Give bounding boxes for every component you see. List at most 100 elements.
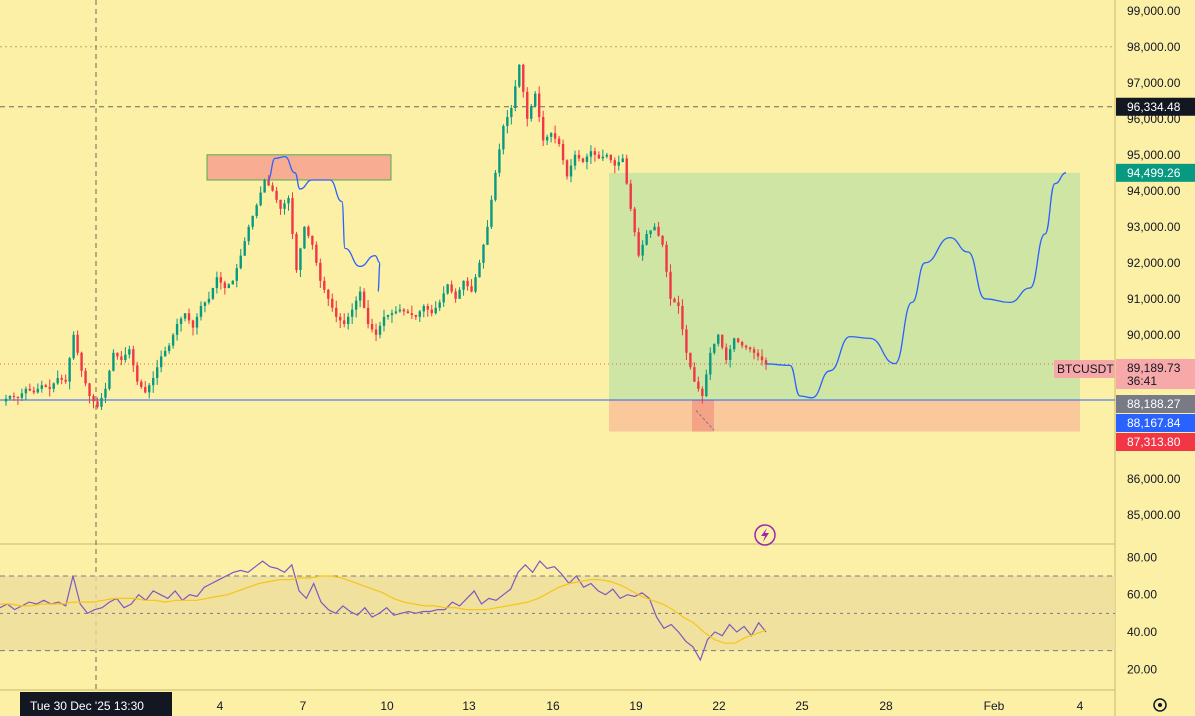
rsi-ma-line[interactable]: [0, 575, 767, 644]
candle-body: [434, 307, 437, 314]
candle-body: [705, 374, 708, 396]
candle-body: [577, 154, 581, 159]
price-pane[interactable]: [0, 0, 1116, 716]
candle-body: [518, 64, 521, 87]
candle-body: [167, 345, 171, 351]
price-tick-label: 94,000.00: [1127, 184, 1181, 198]
candle-body: [339, 316, 342, 321]
candle-body: [430, 309, 433, 314]
candle-body: [685, 329, 688, 353]
candle-body: [442, 293, 445, 303]
projection-path[interactable]: [765, 172, 1067, 399]
candle-body: [446, 284, 449, 294]
price-label-badge[interactable]: [1116, 359, 1195, 389]
candle-body: [526, 91, 529, 119]
candle-body: [287, 198, 290, 204]
candle-body: [474, 277, 477, 292]
candle-body: [48, 387, 51, 389]
candle-body: [689, 352, 692, 368]
candle-body: [450, 284, 453, 292]
candle-body: [394, 311, 398, 314]
entry-arrow: [695, 410, 715, 431]
candle-body: [227, 284, 231, 288]
lightning-icon: [761, 528, 769, 542]
candle-body: [231, 280, 234, 285]
candle-body: [760, 356, 764, 361]
candle-body: [295, 234, 298, 270]
candle-body: [549, 133, 553, 137]
price-tick-label: 95,000.00: [1127, 148, 1181, 162]
candle-body: [275, 190, 278, 200]
rsi-tick-label: 60.00: [1127, 588, 1157, 602]
candle-body: [633, 208, 636, 233]
settings-button[interactable]: [1153, 698, 1167, 712]
candle-body: [561, 144, 565, 161]
candle-body: [386, 315, 390, 317]
candle-body: [665, 244, 668, 272]
candle-body: [132, 349, 135, 366]
candle-body: [657, 226, 660, 236]
candle-body: [319, 262, 322, 281]
price-label-badge[interactable]: [1116, 97, 1195, 116]
time-axis[interactable]: 4 7 10 13 16 19 22 25 28 Feb 4 Tue 30 Dec '25 13:30: [20, 692, 1084, 716]
price-tick-label: 85,000.00: [1127, 508, 1181, 522]
flash-button[interactable]: [754, 524, 776, 546]
price-label-value: 89,189.73: [1127, 361, 1181, 375]
candle-body: [541, 117, 545, 141]
price-tick-label: 99,000.00: [1127, 4, 1181, 18]
candle-body: [267, 180, 270, 186]
stop-zone[interactable]: [609, 400, 1080, 432]
price-label-value: 88,167.84: [1127, 416, 1181, 430]
candle-body: [223, 282, 227, 288]
time-tick-label: 4: [1077, 699, 1084, 713]
candle-body: [748, 347, 752, 350]
candle-body: [426, 306, 429, 310]
candle-body: [307, 226, 310, 236]
candle-body: [271, 185, 274, 191]
candle-body: [530, 106, 533, 119]
candle-body: [629, 183, 632, 209]
time-tick-label: 25: [795, 699, 809, 713]
candle-body: [649, 230, 652, 234]
rsi-pane[interactable]: [0, 560, 1115, 662]
candle-body: [84, 370, 87, 384]
candle-body: [454, 291, 457, 299]
candle-body: [693, 367, 696, 382]
price-label-badge[interactable]: [1116, 433, 1195, 451]
candle-body: [12, 396, 16, 397]
price-label-badge[interactable]: [1116, 163, 1195, 182]
candle-body: [764, 360, 768, 364]
profit-zone[interactable]: [609, 172, 1080, 401]
candle-body: [239, 255, 242, 269]
symbol-label: BTCUSDT: [1057, 362, 1114, 376]
crosshair-time-badge: [20, 692, 172, 716]
candle-body: [56, 378, 59, 384]
candle-body: [732, 338, 736, 350]
price-label-value: 87,313.80: [1127, 435, 1181, 449]
candle-body: [545, 136, 549, 141]
candle-body: [728, 349, 732, 360]
price-label-badge[interactable]: [1116, 395, 1195, 413]
candle-body: [482, 244, 485, 263]
candle-body: [327, 289, 330, 299]
candle-body: [283, 203, 286, 209]
candle-body: [569, 165, 573, 177]
candle-body: [478, 262, 481, 278]
candle-body: [251, 216, 254, 227]
candle-body: [199, 306, 203, 317]
time-tick-label: 19: [629, 699, 643, 713]
resistance-zone[interactable]: [206, 154, 392, 181]
candle-body: [263, 180, 266, 193]
candle-body: [36, 388, 40, 393]
entry-marker: [692, 400, 714, 432]
pattern-curve[interactable]: [267, 155, 381, 293]
price-tick-label: 93,000.00: [1127, 220, 1181, 234]
price-axis[interactable]: 99,000.0098,000.0097,000.0096,000.0095,0…: [1054, 4, 1195, 677]
candle-body: [597, 154, 601, 159]
candle-body: [681, 306, 684, 330]
price-label-badge[interactable]: [1116, 414, 1195, 432]
crosshair-time-label: Tue 30 Dec '25 13:30: [30, 699, 144, 713]
candle-body: [422, 306, 425, 312]
candle-body: [195, 316, 199, 328]
